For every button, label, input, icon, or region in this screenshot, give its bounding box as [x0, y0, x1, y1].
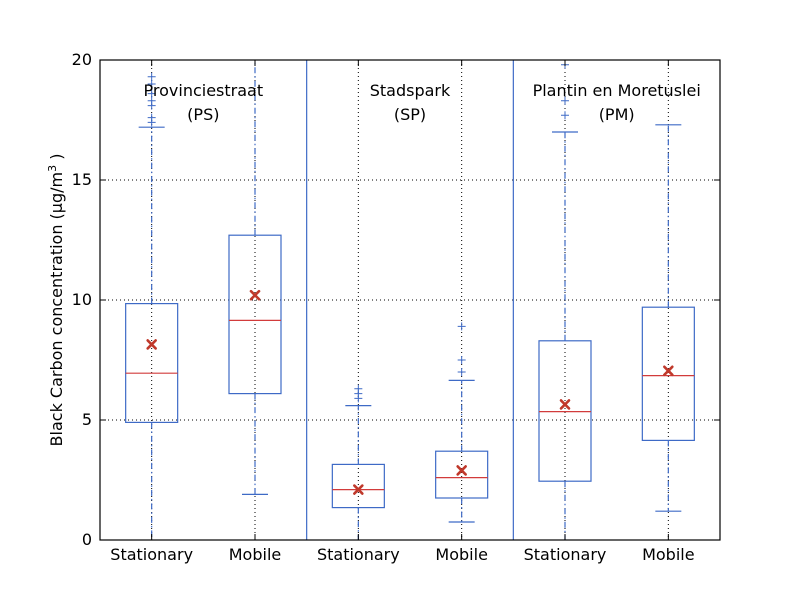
group-title-line1: Plantin en Moretuslei: [533, 81, 701, 100]
outlier-point: [457, 356, 466, 364]
group-title-line2: (PM): [599, 105, 635, 124]
y-tick-label: 0: [82, 530, 92, 549]
group-title-line2: (PS): [187, 105, 219, 124]
x-tick-label: Stationary: [524, 545, 607, 564]
iqr-box: [641, 306, 695, 442]
y-tick-label: 20: [72, 50, 92, 69]
outlier-point: [147, 80, 156, 88]
group-title-line2: (SP): [394, 105, 426, 124]
x-tick-label: Stationary: [317, 545, 400, 564]
iqr-box: [125, 303, 179, 424]
outlier-point: [147, 72, 156, 81]
outlier-point: [561, 111, 569, 120]
group-separators: [306, 60, 514, 540]
x-tick-label: Stationary: [110, 545, 193, 564]
mean-marker: [353, 484, 364, 495]
box-0: [125, 72, 179, 540]
outlier-point: [147, 89, 156, 98]
outlier-point: [457, 322, 466, 331]
outlier-point: [354, 384, 363, 393]
outlier-point: [147, 113, 156, 122]
mean-marker: [249, 289, 261, 301]
labels: 0 5 10 15 20 Stationary Mobile Stationary Mobile…: [72, 50, 701, 564]
mean-marker: [663, 365, 674, 377]
group-title-line1: Stadspark: [370, 81, 451, 100]
plot-frame: [99, 59, 721, 541]
y-tick-label: 15: [72, 170, 92, 189]
y-tick-label: 5: [82, 410, 92, 429]
box-series: [125, 60, 695, 540]
outlier-point: [561, 96, 569, 105]
axes: [99, 59, 721, 541]
y-axis-label-superscript: 3: [46, 165, 59, 172]
mean-marker: [559, 399, 571, 410]
iqr-box: [228, 234, 282, 395]
box-5: [641, 124, 695, 512]
group-title-line1: Provinciestraat: [144, 81, 264, 100]
x-tick-label: Mobile: [435, 545, 487, 564]
mean-marker: [456, 465, 467, 476]
y-tick-label: 10: [72, 290, 92, 309]
outlier-point: [147, 96, 156, 105]
iqr-box: [331, 463, 385, 509]
grid-lines: [100, 60, 720, 540]
mean-marker: [146, 339, 157, 350]
x-tick-label: Mobile: [642, 545, 694, 564]
box-3: [435, 322, 489, 523]
iqr-box: [435, 450, 489, 499]
box-1: [228, 60, 282, 495]
y-axis-label-suffix: ): [47, 154, 66, 165]
y-axis-label: Black Carbon concentration (µg/m3 ): [46, 154, 67, 447]
y-axis-label-prefix: Black Carbon concentration (µg/m: [47, 172, 66, 447]
outlier-point: [457, 368, 466, 376]
x-tick-label: Mobile: [229, 545, 281, 564]
box-2: [331, 384, 385, 540]
